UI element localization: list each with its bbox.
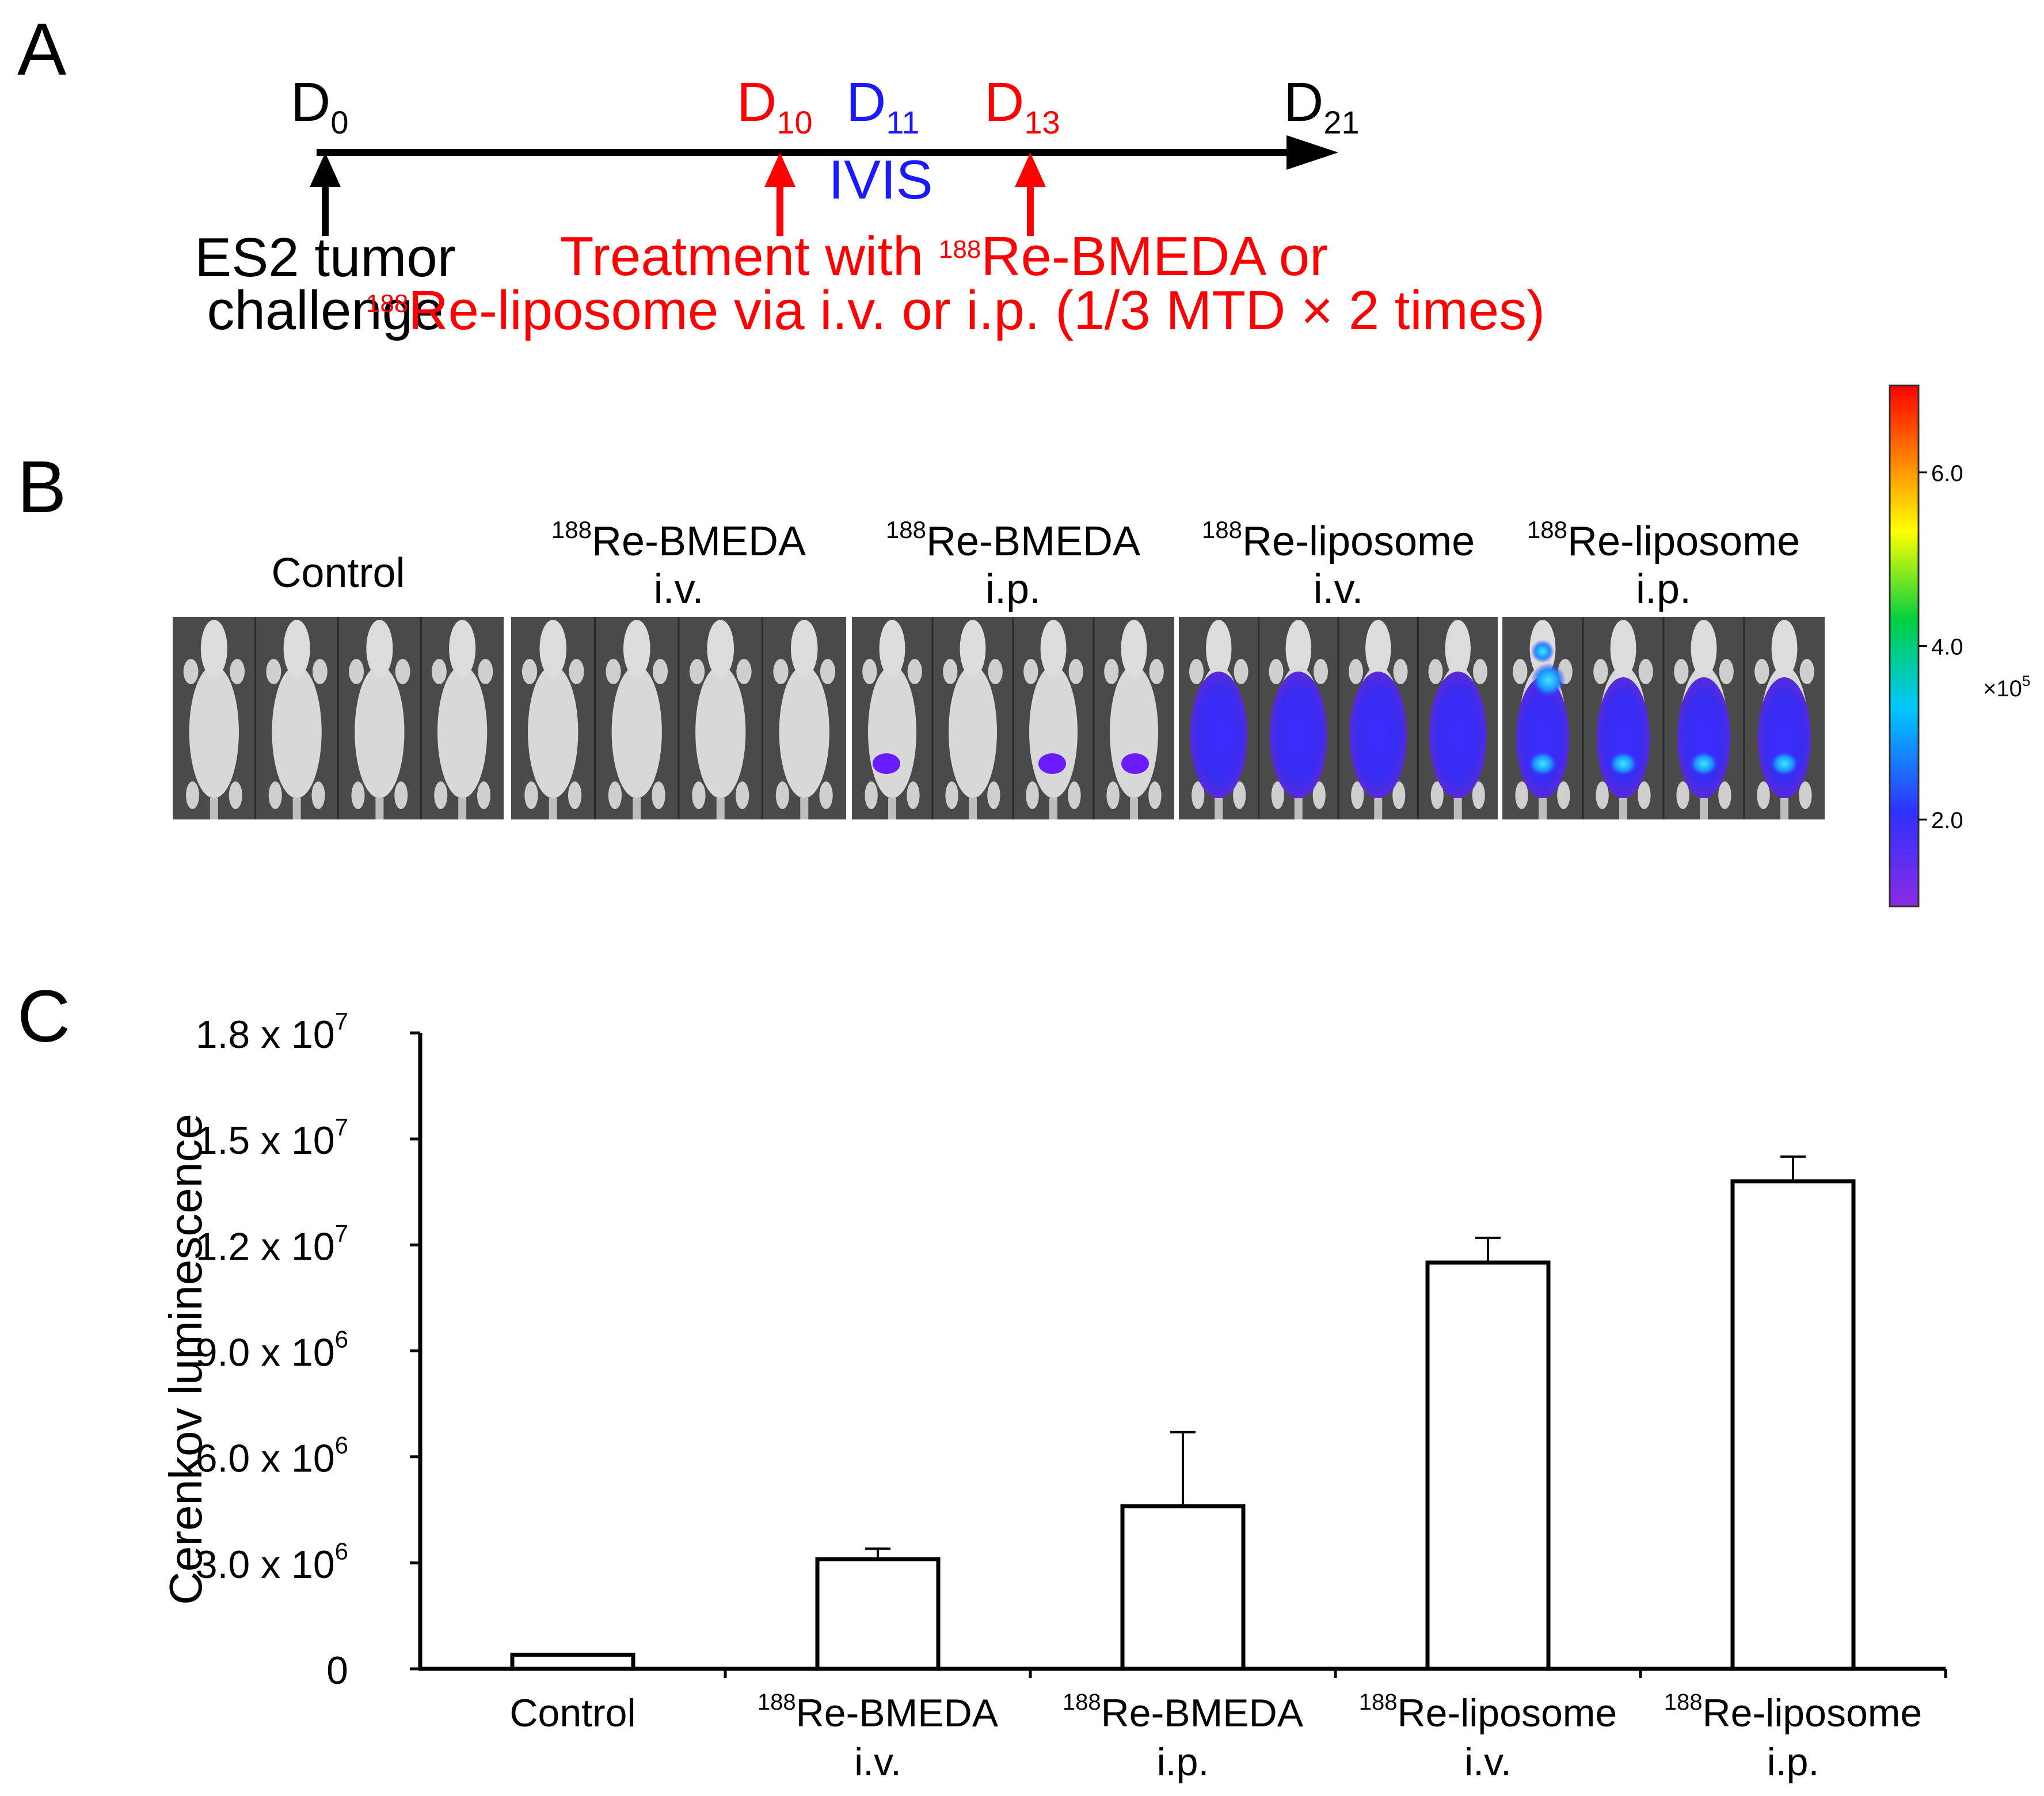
group-label-line1: 188Re-liposome bbox=[1527, 516, 1800, 565]
panel-label-b: B bbox=[17, 446, 66, 528]
bar bbox=[510, 1652, 635, 1671]
group-label-line2: i.v. bbox=[1314, 566, 1364, 612]
day-label-d21: D21 bbox=[1284, 71, 1360, 140]
colorbar-tick-label: 2.0 bbox=[1931, 808, 1963, 833]
mouse-image bbox=[1093, 617, 1164, 819]
colorbar-unit: ×105 bbox=[1983, 672, 2030, 701]
bar bbox=[815, 1557, 941, 1671]
bars bbox=[510, 1155, 1856, 1671]
day-label-d11: D11 bbox=[846, 71, 919, 140]
group-label-line2: i.p. bbox=[985, 566, 1041, 612]
imaging-group-labels: Control188Re-BMEDAi.v.188Re-BMEDAi.p.188… bbox=[271, 516, 1800, 612]
bar bbox=[1425, 1260, 1551, 1671]
y-tick-label: 1.8 x 107 bbox=[196, 1008, 348, 1057]
group-label-line1: 188Re-BMEDA bbox=[886, 516, 1140, 565]
bar bbox=[1730, 1179, 1856, 1671]
day-label-d0: D0 bbox=[291, 71, 348, 140]
imaging-panel bbox=[1502, 617, 1825, 819]
mouse-image bbox=[1012, 617, 1083, 819]
challenge-line2: challenge bbox=[207, 280, 444, 341]
treatment-line2: 188Re-liposome via i.v. or i.p. (1/3 MTD… bbox=[366, 280, 1545, 341]
mouse-image bbox=[1189, 620, 1249, 819]
imaging-panel bbox=[1179, 617, 1498, 819]
day-label-d10: D10 bbox=[737, 71, 813, 140]
imaging-photos bbox=[173, 617, 1825, 819]
x-label-line2: i.v. bbox=[1464, 1740, 1512, 1784]
imaging-panel bbox=[511, 617, 846, 819]
timeline: D0 D10 D11 D13 D21 IVIS ES2 tumor challe… bbox=[195, 71, 1545, 341]
colorbar-tick-label: 6.0 bbox=[1931, 461, 1963, 486]
y-tick-label: 6.0 x 106 bbox=[196, 1432, 348, 1481]
x-label-line1: 188Re-BMEDA bbox=[758, 1690, 999, 1735]
challenge-line1: ES2 tumor bbox=[195, 227, 456, 288]
x-label-line2: i.v. bbox=[854, 1740, 901, 1784]
mouse-image bbox=[594, 617, 668, 819]
x-axis-labels: Control 188Re-BMEDA i.v. 188Re-BMEDA i.p. 188… bbox=[509, 1669, 1947, 1784]
mouse-image bbox=[522, 620, 584, 819]
mouse-image bbox=[862, 620, 922, 819]
arrow-up-icon bbox=[764, 152, 795, 236]
timeline-arrowhead bbox=[1286, 135, 1338, 170]
group-label-line2: i.p. bbox=[1636, 566, 1691, 612]
treatment-line1: Treatment with 188Re-BMEDA or bbox=[560, 226, 1328, 287]
mouse-image bbox=[1417, 617, 1487, 819]
mouse-image bbox=[931, 617, 1003, 819]
mouse-image bbox=[254, 617, 328, 819]
y-axis-label: Cerenkov luminescence bbox=[160, 1114, 211, 1605]
x-label-line1: 188Re-BMEDA bbox=[1063, 1690, 1304, 1735]
mouse-image bbox=[1337, 617, 1408, 819]
mouse-image bbox=[1258, 617, 1328, 819]
colorbar: 6.0 4.0 2.0 ×105 bbox=[1889, 384, 2030, 907]
colorbar-tick-label: 4.0 bbox=[1931, 635, 1963, 660]
x-label-line1: 188Re-liposome bbox=[1664, 1690, 1922, 1735]
y-tick-label: 3.0 x 106 bbox=[196, 1538, 348, 1587]
y-axis-ticks: 0 3.0 x 106 6.0 x 106 9.0 x 106 1.2 x 107 1.5… bbox=[196, 1008, 420, 1692]
bar bbox=[1120, 1504, 1246, 1671]
mouse-image bbox=[762, 617, 836, 819]
y-tick-label: 0 bbox=[326, 1649, 348, 1692]
y-tick-label: 1.2 x 107 bbox=[196, 1219, 348, 1268]
panel-label-c: C bbox=[17, 975, 70, 1058]
panel-label-a: A bbox=[17, 9, 67, 91]
x-label-line2: i.p. bbox=[1767, 1740, 1820, 1784]
mouse-image bbox=[1582, 617, 1653, 819]
mouse-image bbox=[183, 620, 245, 819]
group-label-line1: Control bbox=[271, 550, 405, 596]
mouse-image bbox=[1513, 620, 1573, 819]
x-label-line1: 188Re-liposome bbox=[1359, 1690, 1617, 1735]
y-tick-label: 9.0 x 106 bbox=[196, 1326, 348, 1375]
imaging-panel bbox=[173, 617, 504, 819]
colorbar-gradient bbox=[1889, 384, 1920, 907]
mouse-image bbox=[420, 617, 493, 819]
mouse-image bbox=[677, 617, 752, 819]
x-label-line1: Control bbox=[509, 1691, 635, 1735]
group-label-line1: 188Re-liposome bbox=[1202, 516, 1475, 565]
mouse-image bbox=[1743, 617, 1814, 819]
bar-chart: Cerenkov luminescence 0 3.0 x 106 6.0 x 10… bbox=[160, 1008, 1947, 1784]
imaging-panel bbox=[852, 617, 1174, 819]
mouse-image bbox=[337, 617, 410, 819]
arrow-up-icon bbox=[310, 152, 341, 236]
group-label-line2: i.v. bbox=[654, 566, 704, 612]
day-label-d13: D13 bbox=[984, 71, 1060, 140]
arrow-up-icon bbox=[1015, 152, 1046, 236]
mouse-image bbox=[1662, 617, 1734, 819]
group-label-line1: 188Re-BMEDA bbox=[551, 516, 806, 565]
x-label-line2: i.p. bbox=[1157, 1740, 1209, 1784]
ivis-label: IVIS bbox=[828, 149, 932, 211]
y-tick-label: 1.5 x 107 bbox=[196, 1114, 348, 1162]
